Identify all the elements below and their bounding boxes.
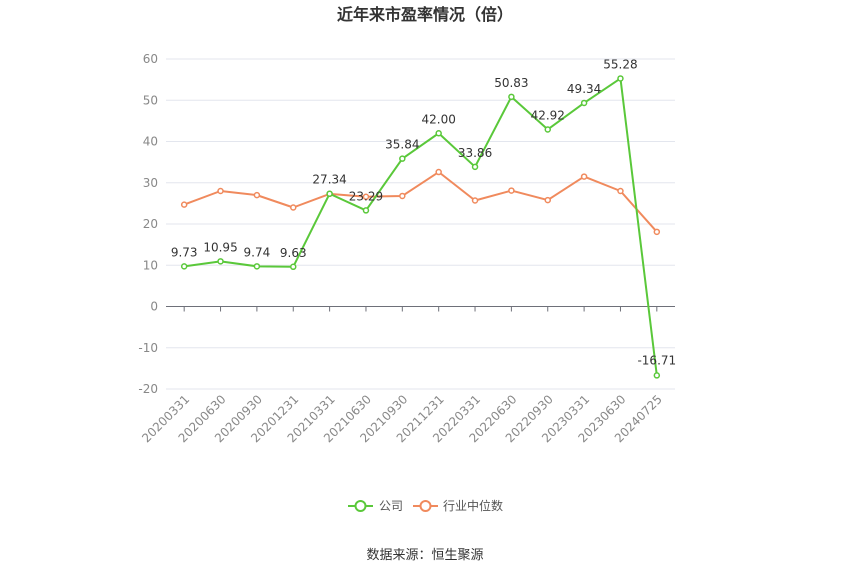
data-point-industry[interactable] <box>180 201 188 208</box>
data-point-company[interactable] <box>508 93 515 101</box>
data-label: 42.92 <box>531 108 565 122</box>
data-point-company[interactable] <box>580 99 588 107</box>
chart-title: 近年来市盈率情况（倍） <box>337 5 513 24</box>
data-label: 33.86 <box>458 146 492 160</box>
data-point-company[interactable] <box>399 155 406 162</box>
y-tick-label: 20 <box>143 217 158 231</box>
legend-item-company[interactable]: 公司 <box>348 499 403 513</box>
legend-label-industry: 行业中位数 <box>443 498 503 513</box>
data-point-industry[interactable] <box>508 187 515 194</box>
data-point-industry[interactable] <box>435 168 442 176</box>
data-point-industry[interactable] <box>253 191 261 199</box>
data-point-company[interactable] <box>180 263 188 270</box>
data-label: 9.63 <box>280 246 307 260</box>
data-label: 10.95 <box>203 240 237 254</box>
legend-marker-industry <box>419 500 432 512</box>
legend-label-company: 公司 <box>379 499 403 513</box>
data-point-industry[interactable] <box>544 196 551 204</box>
data-point-company[interactable] <box>362 207 370 214</box>
y-tick-label: 0 <box>150 300 158 314</box>
data-label: 42.00 <box>421 112 455 126</box>
data-label: 27.34 <box>312 173 346 187</box>
data-label: 35.84 <box>385 138 419 152</box>
data-point-company[interactable] <box>253 263 261 270</box>
y-tick-label: 30 <box>143 176 158 190</box>
data-point-company[interactable] <box>290 263 297 271</box>
data-point-company[interactable] <box>653 372 661 379</box>
legend-item-industry[interactable]: 行业中位数 <box>413 498 503 513</box>
y-tick-label: 40 <box>143 135 158 149</box>
data-point-company[interactable] <box>326 190 333 197</box>
data-label: 55.28 <box>603 57 637 71</box>
legend-marker-company <box>354 500 367 512</box>
data-point-industry[interactable] <box>653 228 661 236</box>
data-point-industry[interactable] <box>471 197 479 204</box>
y-tick-label: -10 <box>138 341 158 355</box>
data-label: 50.83 <box>494 76 528 90</box>
y-tick-label: 50 <box>143 93 158 107</box>
data-point-company[interactable] <box>435 130 442 137</box>
source-note: 数据来源：恒生聚源 <box>366 548 483 563</box>
data-label: 23.29 <box>349 189 383 203</box>
data-point-industry[interactable] <box>362 193 370 201</box>
y-axis-ticks: -20 -10 0 10 20 30 40 50 60 <box>138 52 158 396</box>
y-tick-label: 60 <box>143 52 158 66</box>
data-label: -16.71 <box>637 353 676 367</box>
data-label: 49.34 <box>567 82 601 96</box>
data-point-company[interactable] <box>471 163 479 171</box>
x-axis: 2020033120200630202009302020123120210331… <box>139 306 675 445</box>
data-point-industry[interactable] <box>399 192 406 200</box>
data-point-company[interactable] <box>217 258 224 265</box>
data-label: 9.73 <box>171 245 198 259</box>
series-line-industry <box>183 171 658 233</box>
y-tick-label: 10 <box>143 258 158 272</box>
data-point-company[interactable] <box>617 75 624 82</box>
grid-lines <box>166 58 675 390</box>
data-label: 9.74 <box>244 245 271 259</box>
data-point-industry[interactable] <box>580 173 588 180</box>
data-point-industry[interactable] <box>290 204 297 211</box>
y-tick-label: -20 <box>138 382 158 396</box>
series-line-company <box>184 77 658 376</box>
data-point-industry[interactable] <box>217 187 224 195</box>
legend[interactable]: 公司 行业中位数 <box>348 498 503 513</box>
data-point-industry[interactable] <box>617 187 624 195</box>
data-point-company[interactable] <box>544 126 551 133</box>
